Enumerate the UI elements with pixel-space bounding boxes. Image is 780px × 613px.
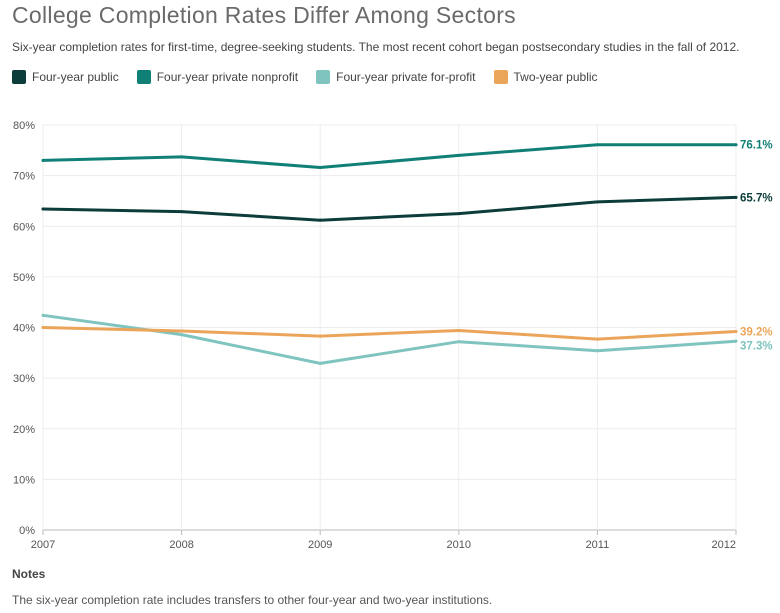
legend-item-two-year-public[interactable]: Two-year public (493, 70, 598, 84)
x-tick-label: 2008 (169, 539, 193, 551)
legend: Four-year public Four-year private nonpr… (12, 70, 598, 84)
notes-text: The six-year completion rate includes tr… (12, 593, 493, 607)
series-line (41, 195, 738, 222)
data-point (734, 330, 738, 334)
end-labels: 76.1% 65.7% 39.2% 37.3% (740, 140, 773, 353)
x-tick-label: 2009 (308, 539, 332, 551)
y-tick-label: 60% (13, 221, 35, 233)
series-line (41, 313, 738, 365)
data-point (41, 313, 45, 317)
series-lines (41, 143, 738, 365)
data-point (41, 326, 45, 329)
data-point (180, 210, 184, 214)
data-point (318, 218, 322, 222)
data-point (41, 158, 45, 162)
y-tick-label: 80% (13, 120, 35, 132)
y-tick-label: 20% (13, 424, 35, 436)
y-tick-label: 30% (13, 373, 35, 385)
x-tick-label: 2007 (31, 539, 55, 551)
x-tick-label: 2011 (586, 539, 610, 551)
data-point (595, 337, 599, 341)
legend-label: Four-year public (32, 70, 119, 84)
legend-label: Four-year private nonprofit (156, 70, 299, 84)
line-chart: 0%10%20%30%40%50%60%70%80% 2007 2008 2009 2… (13, 120, 773, 551)
end-value-label: 37.3% (740, 341, 773, 353)
chart-title: College Completion Rates Differ Among Se… (12, 2, 516, 28)
data-point (457, 212, 461, 216)
x-axis: 2007 2008 2009 2010 2011 2012 (31, 530, 737, 551)
y-tick-label: 50% (13, 272, 35, 284)
data-point (595, 200, 599, 204)
data-point (457, 340, 461, 344)
y-tick-label: 70% (13, 171, 35, 183)
data-point (180, 333, 184, 337)
y-tick-label: 0% (19, 525, 35, 537)
notes-heading: Notes (12, 567, 46, 581)
legend-item-four-year-public[interactable]: Four-year public (12, 70, 119, 84)
legend-swatch (12, 70, 26, 84)
data-point (734, 195, 738, 199)
y-tick-label: 40% (13, 323, 35, 335)
series-line (41, 143, 738, 169)
legend-item-four-year-private-nonprofit[interactable]: Four-year private nonprofit (136, 70, 299, 84)
data-point (318, 166, 322, 170)
data-point (595, 143, 599, 147)
data-point (41, 207, 45, 211)
data-point (318, 361, 322, 365)
y-tick-label: 10% (13, 474, 35, 486)
data-point (734, 143, 738, 147)
end-value-label: 39.2% (740, 327, 773, 339)
legend-item-four-year-private-for-profit[interactable]: Four-year private for-profit (316, 70, 476, 84)
data-point (457, 153, 461, 157)
series-line (41, 326, 738, 341)
data-point (180, 155, 184, 159)
data-point (457, 329, 461, 333)
grid-lines (42, 124, 737, 531)
legend-swatch (136, 70, 151, 84)
end-value-label: 65.7% (740, 192, 773, 204)
end-value-label: 76.1% (740, 140, 773, 152)
x-tick-label: 2010 (447, 539, 471, 551)
x-tick-label: 2012 (712, 539, 736, 551)
data-point (734, 339, 738, 343)
legend-label: Four-year private for-profit (336, 70, 476, 84)
legend-swatch (316, 70, 331, 84)
legend-swatch (493, 70, 508, 84)
y-axis: 0% 10% 20% 30% 40% 50% 60% 70% 80% (13, 120, 35, 537)
chart-subtitle: Six-year completion rates for first-time… (12, 40, 740, 54)
data-point (318, 334, 322, 338)
legend-label: Two-year public (513, 70, 598, 84)
data-point (595, 349, 599, 353)
data-point (180, 329, 184, 333)
